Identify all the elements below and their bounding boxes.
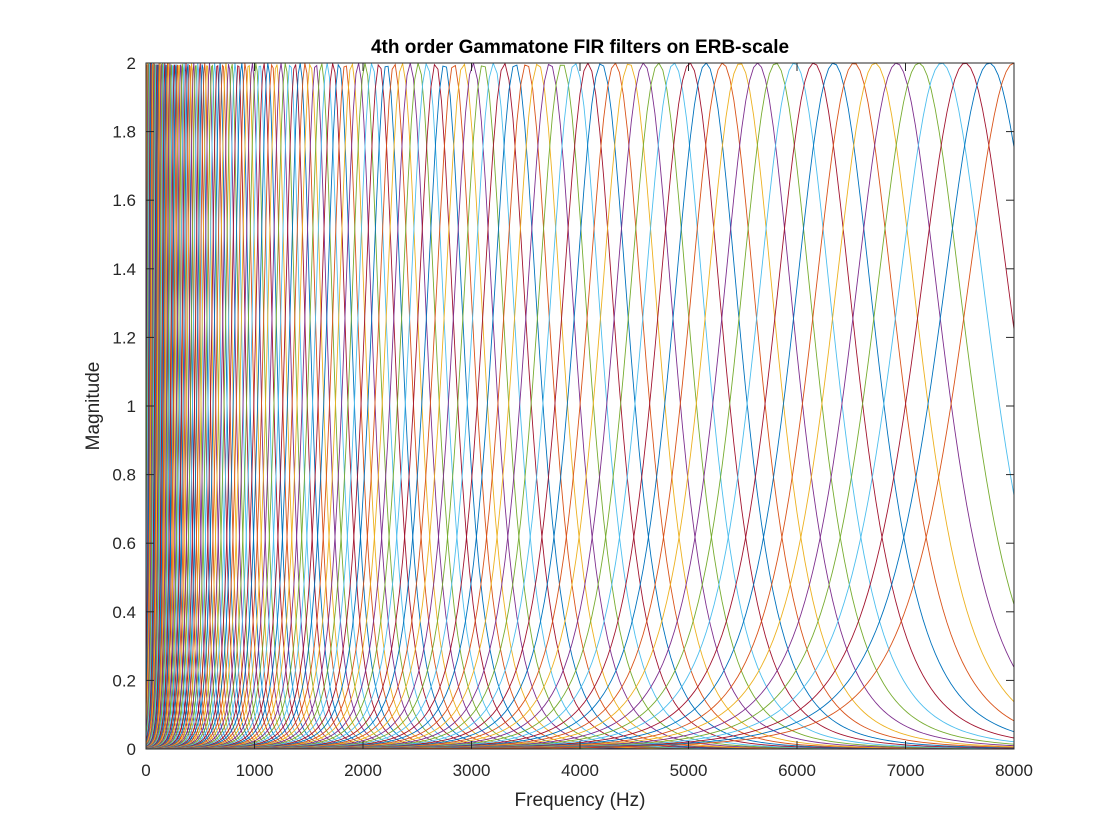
plot-area-frame: [145, 62, 1015, 750]
x-tick-label: 3000: [453, 761, 491, 780]
x-tick-label: 5000: [670, 761, 708, 780]
y-axis-label: Magnitude: [83, 362, 104, 451]
y-tick-label: 1.6: [112, 191, 136, 210]
y-tick-label: 2: [127, 54, 136, 73]
y-tick-label: 0.2: [112, 671, 136, 690]
x-tick-label: 7000: [887, 761, 925, 780]
y-tick-label: 1.2: [112, 328, 136, 347]
y-tick-label: 0.6: [112, 534, 136, 553]
x-tick-label: 0: [141, 761, 150, 780]
y-tick-label: 1.8: [112, 123, 136, 142]
x-tick-label: 4000: [561, 761, 599, 780]
ticks-layer: 0 1000 2000 3000 4000 5000 6000 7000 8000 0 0.2 0.4…: [112, 54, 1033, 780]
y-tick-label: 1: [127, 397, 136, 416]
x-tick-label: 2000: [344, 761, 382, 780]
x-axis-label: Frequency (Hz): [515, 790, 646, 811]
y-tick-label: 1.4: [112, 260, 136, 279]
y-tick-label: 0.4: [112, 603, 136, 622]
chart-title: 4th order Gammatone FIR filters on ERB-s…: [371, 37, 789, 58]
x-tick-label: 1000: [236, 761, 274, 780]
y-tick-label: 0: [127, 740, 136, 759]
y-tick-label: 0.8: [112, 466, 136, 485]
x-tick-label: 8000: [995, 761, 1033, 780]
x-tick-label: 6000: [778, 761, 816, 780]
